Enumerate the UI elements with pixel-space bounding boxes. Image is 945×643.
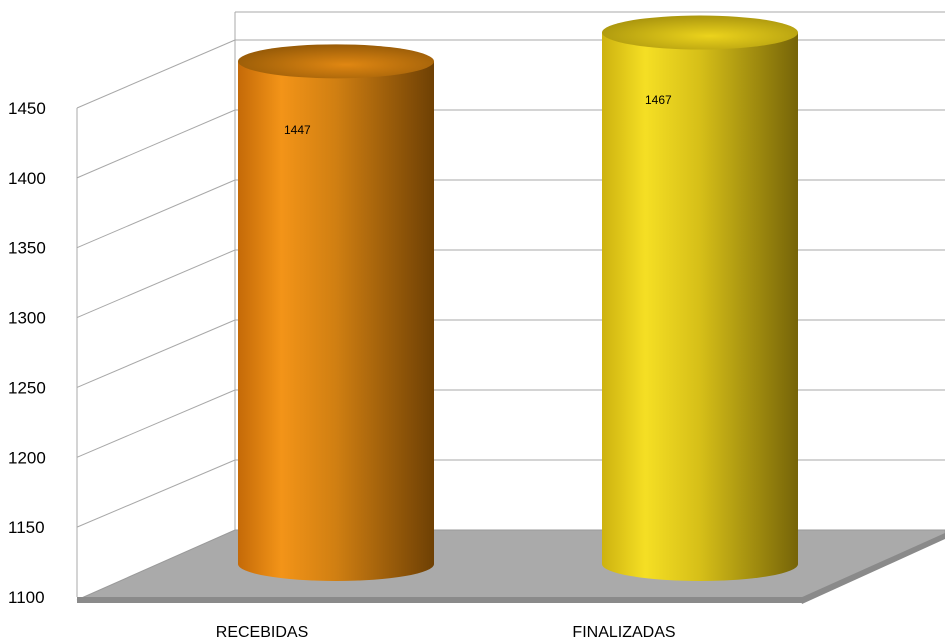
data-label: 1447: [284, 123, 311, 137]
y-tick-label: 1200: [8, 448, 46, 467]
y-tick-label: 1300: [8, 309, 46, 328]
grid-line-slant: [76, 389, 236, 458]
y-tick-label: 1350: [8, 239, 46, 258]
floor: [76, 529, 945, 604]
y-tick-label: 1400: [8, 169, 46, 188]
floor-top: [76, 529, 945, 601]
grid-line-slant: [76, 249, 236, 319]
grid-line-slant: [76, 459, 236, 528]
plot-walls: [76, 11, 945, 597]
grid-line-slant: [76, 39, 236, 109]
bar-top: [238, 44, 434, 79]
bars: [238, 15, 798, 581]
floor-side-edge: [800, 533, 945, 604]
bar-body: [238, 61, 434, 581]
y-axis-ticks: 1100 1150 1200 1250 1300 1350 1400 1450: [8, 99, 46, 607]
floor-front-edge: [77, 597, 802, 603]
y-tick-label: 1450: [8, 99, 46, 118]
bar-body: [602, 32, 798, 581]
grid-line-slant: [76, 109, 236, 179]
y-tick-label: 1150: [8, 518, 45, 537]
grid-lines: [76, 39, 945, 528]
x-category-label: FINALIZADAS: [572, 624, 675, 641]
y-tick-label: 1250: [8, 378, 46, 397]
data-labels: 1447 1467: [284, 93, 672, 137]
x-category-label: RECEBIDAS: [216, 624, 308, 641]
bar-recebidas: [238, 44, 434, 581]
bar-top: [602, 15, 798, 50]
grid-line-slant: [76, 319, 236, 388]
y-tick-label: 1100: [8, 588, 45, 607]
category-labels: RECEBIDAS FINALIZADAS: [216, 624, 676, 641]
grid-line-slant: [76, 179, 236, 249]
bar-finalizadas: [602, 15, 798, 581]
data-label: 1467: [645, 93, 672, 107]
